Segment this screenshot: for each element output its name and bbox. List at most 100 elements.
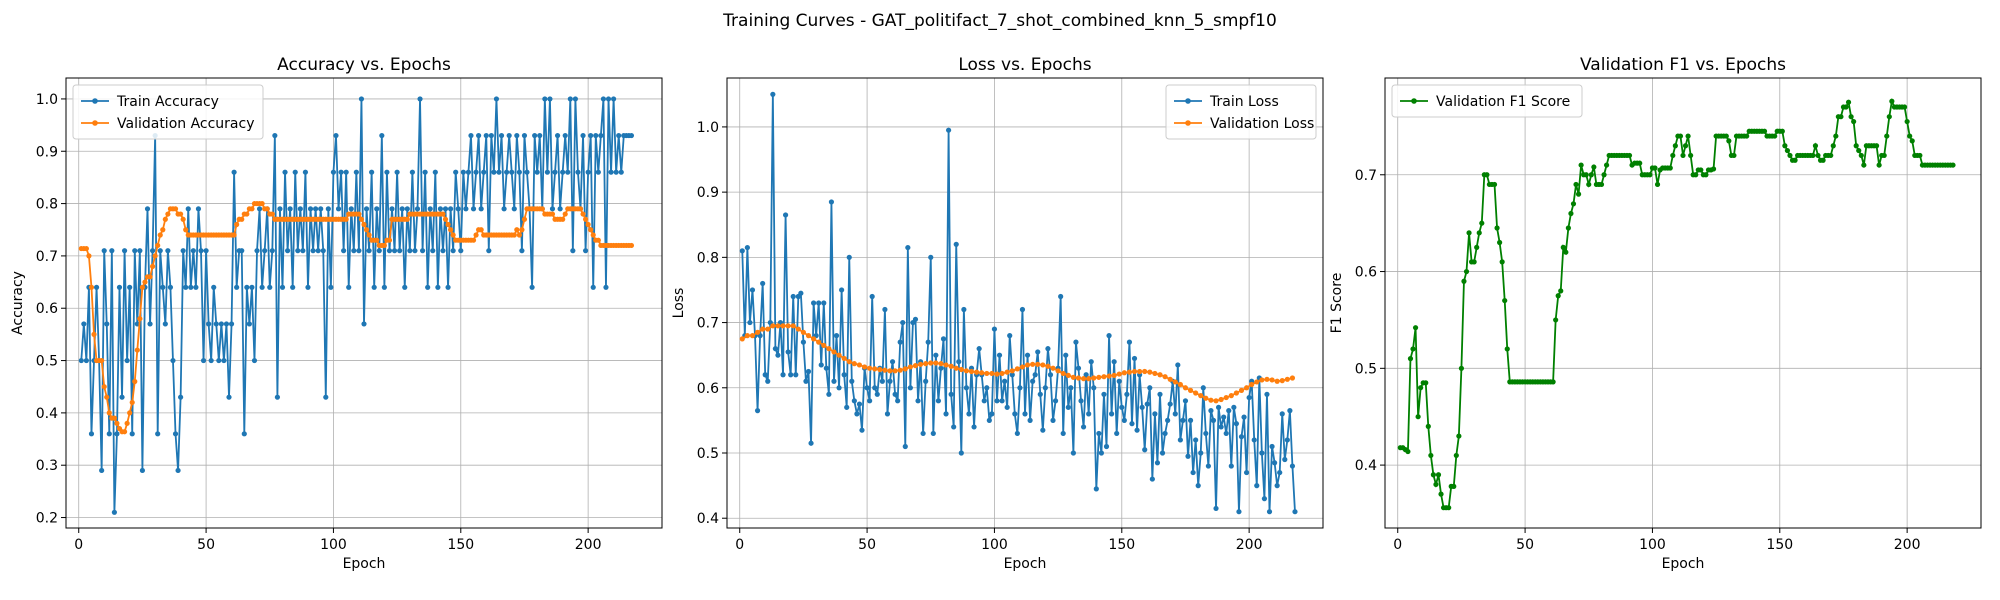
data-point: [605, 96, 612, 102]
data-point: [193, 284, 199, 290]
data-point: [1563, 249, 1569, 255]
data-point: [335, 206, 342, 212]
data-point: [1682, 143, 1689, 149]
data-point: [1139, 404, 1145, 410]
data-point: [144, 206, 151, 212]
data-point: [1004, 369, 1010, 375]
y-axis-label: Accuracy: [10, 271, 26, 335]
data-point: [185, 206, 191, 212]
data-point: [208, 357, 214, 364]
data-point: [493, 96, 500, 102]
data-point: [590, 232, 596, 238]
data-point: [1226, 408, 1232, 414]
data-point: [369, 169, 375, 175]
data-point: [1654, 181, 1661, 188]
data-point: [432, 169, 438, 175]
data-point: [1425, 423, 1431, 429]
data-point: [1042, 385, 1048, 391]
data-point: [1030, 378, 1036, 384]
data-point: [552, 169, 558, 175]
data-point: [930, 430, 936, 437]
data-point: [1086, 376, 1092, 382]
data-point: [867, 365, 873, 371]
data-point: [1251, 437, 1257, 443]
data-point: [905, 244, 911, 251]
data-point: [1884, 133, 1890, 139]
data-point: [440, 211, 446, 217]
data-point: [826, 346, 832, 352]
data-point: [1603, 162, 1610, 168]
data-point: [386, 248, 393, 254]
data-point: [1637, 160, 1643, 166]
data-point: [1167, 401, 1173, 407]
y-tick-label: 0.6: [36, 301, 58, 317]
data-point: [1723, 133, 1729, 139]
data-point: [244, 284, 250, 290]
x-axis-label: Epoch: [1662, 556, 1705, 572]
data-point: [450, 248, 456, 254]
data-point: [1405, 448, 1411, 455]
data-point: [1047, 372, 1054, 378]
data-point: [933, 352, 939, 358]
data-point: [356, 211, 362, 217]
data-point: [958, 450, 964, 456]
data-point: [114, 431, 120, 437]
data-point: [1045, 363, 1051, 369]
data-point: [1693, 172, 1699, 178]
y-tick-label: 0.4: [697, 511, 719, 527]
data-point: [139, 284, 146, 290]
data-point: [1761, 128, 1768, 134]
data-point: [358, 216, 365, 222]
data-point: [203, 248, 209, 254]
data-point: [514, 132, 520, 139]
data-point: [1187, 417, 1194, 423]
data-point: [1162, 430, 1168, 437]
data-point: [618, 169, 624, 175]
data-point: [1504, 346, 1510, 352]
data-point: [1096, 430, 1102, 437]
x-tick-label: 150: [1108, 537, 1135, 553]
data-point: [810, 336, 817, 342]
data-point: [519, 248, 525, 254]
data-point: [856, 401, 863, 407]
data-point: [1555, 293, 1561, 299]
data-point: [1259, 377, 1265, 383]
data-point: [562, 132, 568, 139]
data-point: [1144, 401, 1150, 407]
data-point: [912, 316, 919, 322]
data-point: [765, 326, 771, 332]
data-point: [1149, 476, 1155, 482]
data-point: [841, 355, 847, 362]
data-point: [790, 323, 796, 329]
data-point: [953, 365, 959, 371]
data-point: [1152, 370, 1158, 377]
data-point: [567, 96, 573, 102]
data-point: [356, 248, 362, 254]
data-point: [371, 284, 377, 290]
data-point: [549, 206, 556, 212]
data-point: [945, 127, 952, 133]
data-point: [856, 362, 863, 368]
data-point: [305, 284, 311, 290]
data-point: [1484, 172, 1490, 178]
data-point: [155, 431, 161, 437]
data-point: [1246, 394, 1252, 401]
data-point: [1019, 364, 1026, 370]
data-point: [1147, 369, 1153, 375]
data-point: [1009, 372, 1015, 378]
legend-label: Validation Accuracy: [117, 116, 255, 132]
data-point: [111, 415, 117, 421]
data-point: [1101, 374, 1107, 380]
data-point: [234, 284, 240, 290]
data-point: [532, 132, 538, 139]
data-point: [91, 331, 97, 337]
legend-marker: [92, 98, 98, 104]
data-point: [333, 132, 339, 139]
data-point: [114, 420, 120, 426]
data-point: [318, 206, 324, 212]
data-point: [1233, 421, 1240, 427]
data-point: [770, 323, 776, 329]
data-point: [170, 357, 176, 364]
data-point: [1012, 411, 1018, 417]
data-point: [256, 206, 263, 212]
